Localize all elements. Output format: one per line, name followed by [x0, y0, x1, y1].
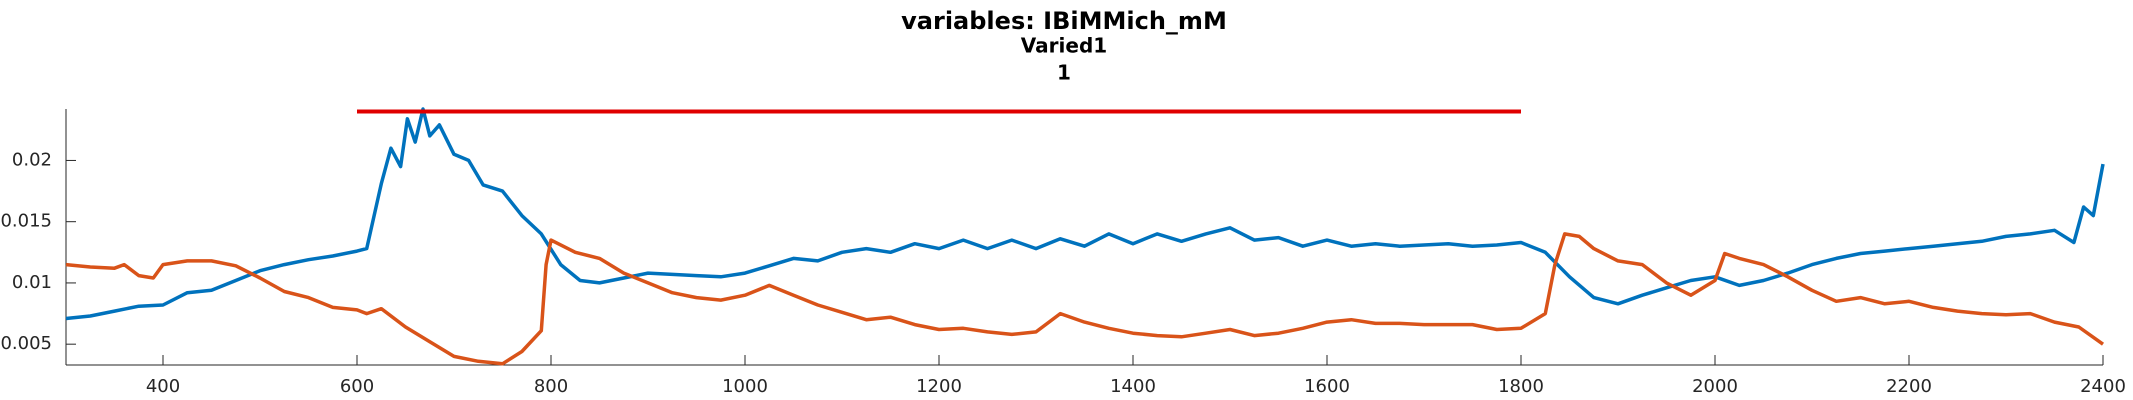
x-tick-label: 1600 [1304, 376, 1350, 397]
chart-subtitle: Varied1 [1021, 34, 1107, 58]
y-tick-label: 0.015 [0, 211, 52, 232]
data-line [65, 232, 2105, 366]
x-tick-label: 2200 [1886, 376, 1932, 397]
x-tick-label: 800 [534, 376, 568, 397]
y-tick-label: 0.01 [12, 272, 52, 293]
data-line [65, 107, 2105, 321]
x-tick-label: 2400 [2080, 376, 2126, 397]
x-tick-label: 1800 [1498, 376, 1544, 397]
x-tick-label: 600 [340, 376, 374, 397]
y-tick-label: 0.02 [12, 149, 52, 170]
x-tick-label: 2000 [1692, 376, 1738, 397]
chart-subtitle: 1 [1057, 61, 1071, 85]
x-tick-label: 1400 [1110, 376, 1156, 397]
x-tick-label: 1200 [916, 376, 962, 397]
chart-title: variables: IBiMMich_mM [901, 7, 1227, 35]
x-tick-label: 1000 [722, 376, 768, 397]
y-tick-label: 0.005 [0, 333, 52, 354]
x-tick-label: 400 [146, 376, 180, 397]
